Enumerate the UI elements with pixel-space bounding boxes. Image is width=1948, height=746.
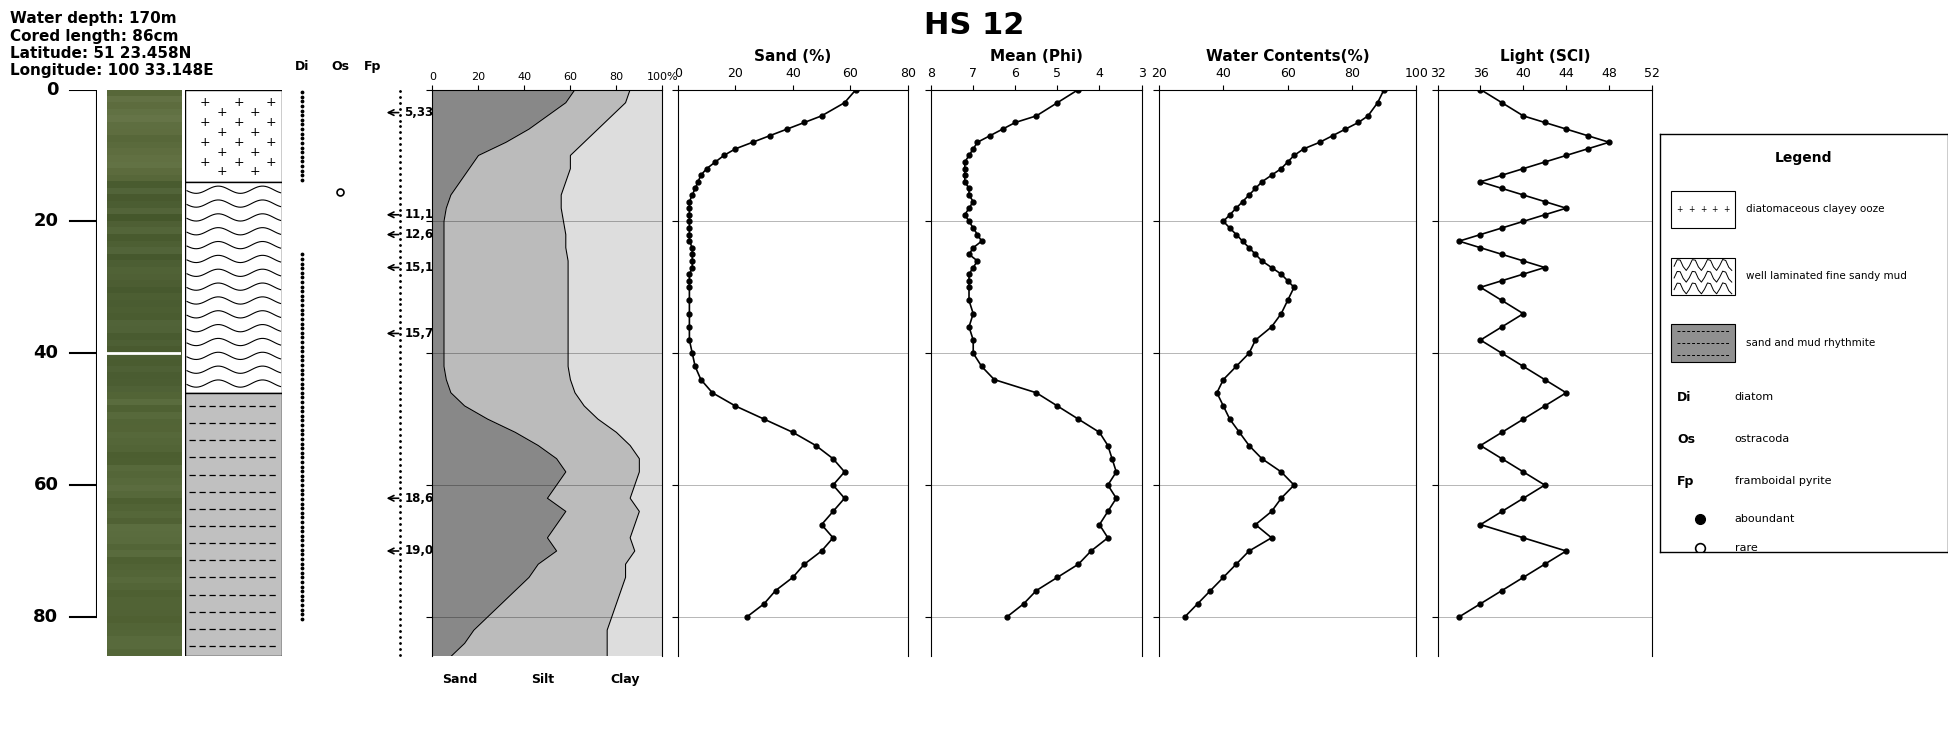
Text: ostracoda: ostracoda: [1734, 434, 1790, 445]
Polygon shape: [432, 90, 575, 656]
Text: +: +: [199, 96, 210, 109]
Text: 12,699: 12,699: [405, 228, 450, 241]
Text: rare: rare: [1734, 543, 1757, 553]
X-axis label: Sand (%): Sand (%): [754, 49, 832, 64]
Text: Water depth: 170m
Cored length: 86cm
Latitude: 51 23.458N
Longitude: 100 33.148E: Water depth: 170m Cored length: 86cm Lat…: [10, 11, 214, 78]
Text: +: +: [234, 136, 244, 148]
Bar: [185, 90, 282, 182]
Text: 11,137: 11,137: [405, 208, 450, 222]
X-axis label: Light (SCI): Light (SCI): [1500, 49, 1590, 64]
Text: Fp: Fp: [1677, 474, 1695, 488]
Text: Clay: Clay: [612, 674, 641, 686]
Bar: [1671, 257, 1734, 295]
Text: Di: Di: [1677, 391, 1691, 404]
Text: +: +: [234, 96, 244, 109]
Text: +: +: [1689, 205, 1695, 214]
Text: diatomaceous clayey ooze: diatomaceous clayey ooze: [1745, 204, 1884, 215]
Text: 15,747: 15,747: [405, 327, 450, 340]
Text: Os: Os: [331, 60, 349, 73]
Text: Os: Os: [1677, 433, 1695, 446]
Polygon shape: [561, 90, 662, 656]
Text: +: +: [216, 126, 228, 139]
Text: +: +: [265, 116, 277, 129]
Text: 19,020: 19,020: [405, 545, 450, 557]
Text: +: +: [199, 136, 210, 148]
Text: +: +: [1710, 205, 1718, 214]
Text: +: +: [199, 155, 210, 169]
Text: 80: 80: [33, 608, 58, 626]
Text: +: +: [1722, 205, 1730, 214]
Bar: [1671, 325, 1734, 362]
Text: +: +: [216, 145, 228, 159]
Text: sand and mud rhythmite: sand and mud rhythmite: [1745, 338, 1876, 348]
Text: aboundant: aboundant: [1734, 513, 1794, 524]
Text: well laminated fine sandy mud: well laminated fine sandy mud: [1745, 272, 1907, 281]
Text: +: +: [249, 106, 261, 119]
Text: 40: 40: [33, 344, 58, 363]
Bar: [185, 182, 282, 393]
Text: +: +: [265, 155, 277, 169]
X-axis label: Mean (Phi): Mean (Phi): [990, 49, 1083, 64]
Text: +: +: [216, 106, 228, 119]
Text: HS 12: HS 12: [923, 11, 1025, 40]
Text: Fp: Fp: [364, 60, 382, 73]
Text: 60: 60: [33, 476, 58, 494]
Text: Silt: Silt: [532, 674, 555, 686]
Text: +: +: [249, 145, 261, 159]
Text: Di: Di: [294, 60, 310, 73]
Text: +: +: [199, 116, 210, 129]
Text: Legend: Legend: [1775, 151, 1833, 165]
Text: +: +: [234, 116, 244, 129]
Text: +: +: [265, 136, 277, 148]
Text: +: +: [249, 166, 261, 178]
Text: +: +: [1701, 205, 1706, 214]
Text: +: +: [216, 166, 228, 178]
Text: 15,174: 15,174: [405, 261, 450, 274]
Polygon shape: [444, 90, 639, 656]
Bar: [1671, 191, 1734, 228]
Text: Sand: Sand: [442, 674, 477, 686]
Bar: [185, 393, 282, 656]
X-axis label: Water Contents(%): Water Contents(%): [1206, 49, 1369, 64]
Text: +: +: [265, 96, 277, 109]
Text: +: +: [1677, 205, 1683, 214]
Text: 5,334: 5,334: [405, 106, 442, 119]
Text: +: +: [234, 155, 244, 169]
Text: 0: 0: [47, 81, 58, 98]
Text: 20: 20: [33, 213, 58, 231]
Text: diatom: diatom: [1734, 392, 1775, 403]
Text: 18,625: 18,625: [405, 492, 450, 505]
Text: framboidal pyrite: framboidal pyrite: [1734, 476, 1831, 486]
Text: +: +: [249, 126, 261, 139]
